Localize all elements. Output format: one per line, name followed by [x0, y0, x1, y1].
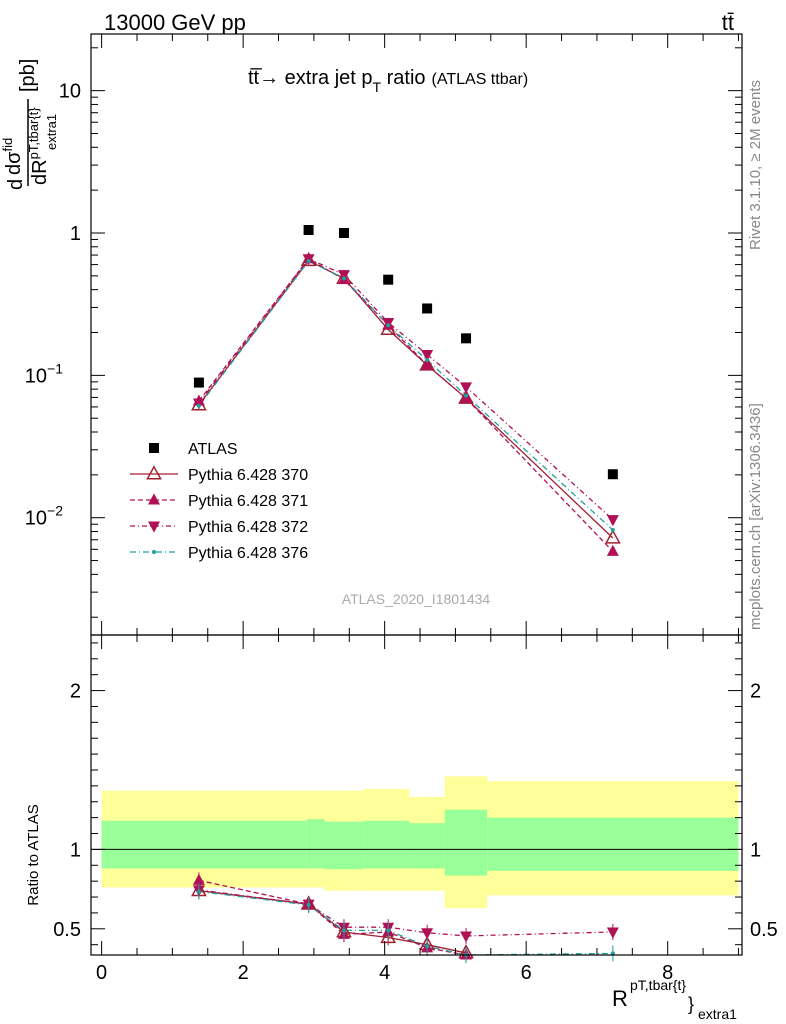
uncertainty-band-inner [409, 823, 445, 869]
atlas-point [193, 377, 204, 388]
ratio-point [341, 928, 346, 933]
analysis-tag: ATLAS_2020_I1801434 [342, 591, 491, 607]
legend-label: Pythia 6.428 371 [188, 493, 308, 510]
uncertainty-band-inner [101, 820, 307, 869]
legend-marker [149, 443, 159, 453]
ratio-y-tick-label-right: 2 [750, 681, 761, 703]
legend-label: Pythia 6.428 370 [188, 467, 308, 484]
uncertainty-band-inner [324, 821, 364, 870]
atlas-point [303, 224, 314, 235]
ratio-point [386, 928, 391, 933]
legend-entry: Pythia 6.428 372 [130, 519, 308, 536]
x-label-main: R [612, 986, 628, 1011]
ratio-point [606, 927, 619, 939]
ratio-y-tick-label-right: 0.5 [750, 919, 778, 941]
y-label-d: d [5, 179, 27, 190]
ratio-point [425, 944, 430, 949]
ratio-point [196, 889, 201, 894]
ratio-y-tick-label: 0.5 [53, 919, 81, 941]
series-point [386, 323, 391, 328]
legend-entry-atlas: ATLAS [149, 441, 238, 458]
legend-entry: Pythia 6.428 370 [130, 465, 308, 484]
x-label-sup: pT,tbar{t} [630, 977, 686, 993]
y-tick-label: 10−1 [25, 360, 63, 387]
ratio-point [192, 873, 205, 885]
x-axis-label: R pT,tbar{t} extra1 } [612, 977, 737, 1022]
series-line [198, 260, 614, 531]
side-label-mcplots: mcplots.cern.ch [arXiv:1306.3436] [747, 403, 764, 630]
legend-label: ATLAS [188, 441, 238, 458]
ratio-y-tick-label: 1 [70, 839, 81, 861]
x-label-brace: } [688, 994, 694, 1014]
ratio-point [306, 902, 311, 907]
ratio-series-line [198, 889, 613, 937]
series-point [460, 382, 473, 394]
legend: ATLAS Pythia 6.428 370 Pythia 6.428 371 Pyt… [130, 441, 308, 562]
y-label-unit: [pb] [17, 59, 39, 92]
x-tick-label: 0 [96, 962, 107, 984]
legend-label: Pythia 6.428 372 [188, 519, 308, 536]
y-label-num: dσfid [0, 138, 25, 175]
series-point [341, 276, 346, 281]
series-point [419, 356, 435, 371]
series-point [606, 515, 619, 527]
uncertainty-band-inner [306, 819, 325, 869]
uncertainty-band-inner [444, 809, 488, 876]
series-point [421, 358, 434, 370]
series-point [606, 544, 619, 556]
x-tick-label: 8 [662, 962, 673, 984]
y-tick-label: 10 [59, 81, 81, 103]
series-point [458, 389, 474, 404]
side-label-rivet: Rivet 3.1.10, ≥ 2M events [747, 80, 764, 250]
atlas-point [422, 303, 433, 314]
legend-entry: Pythia 6.428 371 [130, 493, 308, 510]
legend-marker [148, 493, 160, 505]
legend-label: Pythia 6.428 376 [188, 545, 308, 562]
series-point [337, 270, 350, 282]
legend-marker [148, 521, 160, 533]
y-axis-label: d dσfid dRpT,tbar{t} extra1 [pb] [0, 59, 59, 190]
series-point [464, 393, 469, 398]
series-point [196, 403, 201, 408]
x-tick-label: 6 [521, 962, 532, 984]
series-point [604, 529, 621, 544]
legend-marker [146, 465, 162, 480]
y-tick-label: 10−2 [25, 503, 63, 530]
legend-marker [152, 550, 156, 554]
series-point [425, 358, 430, 363]
x-tick-label: 4 [379, 962, 390, 984]
ratio-y-tick-label: 2 [70, 681, 81, 703]
header-left: 13000 GeV pp [104, 10, 246, 35]
header-right: tt̄ [722, 10, 734, 35]
y-tick-label: 1 [70, 223, 81, 245]
x-tick-label: 2 [238, 962, 249, 984]
ratio-plot: 0.5 0.5 1 1 2 2 0 2 4 6 8 [53, 634, 778, 984]
atlas-point [383, 274, 394, 285]
ratio-frame [90, 634, 743, 956]
ratio-y-label: Ratio to ATLAS [25, 804, 42, 905]
ratio-series-line [198, 890, 613, 956]
atlas-point [338, 228, 349, 239]
uncertainty-band-inner [487, 817, 739, 871]
series-point [421, 350, 434, 362]
atlas-point [607, 469, 618, 480]
ratio-point [460, 931, 473, 943]
series-point [610, 527, 615, 532]
uncertainty-band-inner [363, 820, 410, 869]
ratio-point [421, 928, 434, 940]
ratio-y-tick-label-right: 1 [750, 839, 761, 861]
chart-title: tt̅→ extra jet pT ratio (ATLAS ttbar) [248, 67, 528, 95]
y-label-den-sub: extra1 [44, 114, 59, 150]
legend-entry: Pythia 6.428 376 [130, 545, 308, 562]
series-point [306, 259, 311, 264]
x-label-sub: extra1 [698, 1006, 737, 1022]
y-label-den: dRpT,tbar{t} [26, 107, 51, 185]
main-plot: 10−2 10−1 1 10 ATLAS Pythia 6.428 370 Pythia … [25, 33, 743, 636]
atlas-point [461, 333, 472, 344]
